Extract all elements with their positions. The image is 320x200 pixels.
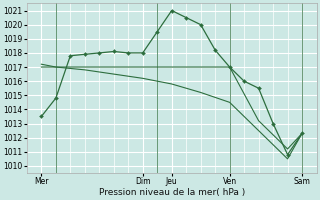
X-axis label: Pression niveau de la mer( hPa ): Pression niveau de la mer( hPa ) [99, 188, 245, 197]
